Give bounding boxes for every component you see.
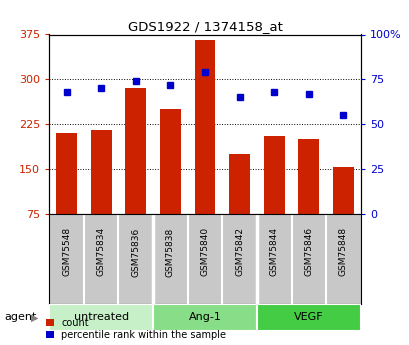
Text: GSM75838: GSM75838 bbox=[166, 227, 175, 277]
Legend: count, percentile rank within the sample: count, percentile rank within the sample bbox=[46, 318, 226, 340]
Bar bbox=[90, 130, 111, 214]
Text: GSM75840: GSM75840 bbox=[200, 227, 209, 276]
Text: VEGF: VEGF bbox=[293, 313, 323, 322]
Text: GSM75846: GSM75846 bbox=[303, 227, 312, 276]
Bar bbox=[298, 139, 319, 214]
Bar bbox=[263, 136, 284, 214]
Text: GSM75836: GSM75836 bbox=[131, 227, 140, 277]
Text: agent: agent bbox=[4, 313, 36, 322]
Title: GDS1922 / 1374158_at: GDS1922 / 1374158_at bbox=[127, 20, 282, 33]
Text: GSM75834: GSM75834 bbox=[97, 227, 106, 276]
Bar bbox=[332, 167, 353, 214]
Text: GSM75848: GSM75848 bbox=[338, 227, 347, 276]
Bar bbox=[125, 88, 146, 214]
Bar bbox=[194, 40, 215, 214]
Bar bbox=[49, 304, 153, 331]
Text: untreated: untreated bbox=[73, 313, 128, 322]
Bar bbox=[153, 304, 256, 331]
Text: ▶: ▶ bbox=[31, 313, 38, 322]
Text: GSM75548: GSM75548 bbox=[62, 227, 71, 276]
Bar bbox=[229, 154, 249, 214]
Text: Ang-1: Ang-1 bbox=[188, 313, 221, 322]
Bar bbox=[160, 109, 180, 214]
Text: GSM75842: GSM75842 bbox=[234, 227, 243, 276]
Text: GSM75844: GSM75844 bbox=[269, 227, 278, 276]
Bar bbox=[256, 304, 360, 331]
Bar bbox=[56, 133, 77, 214]
